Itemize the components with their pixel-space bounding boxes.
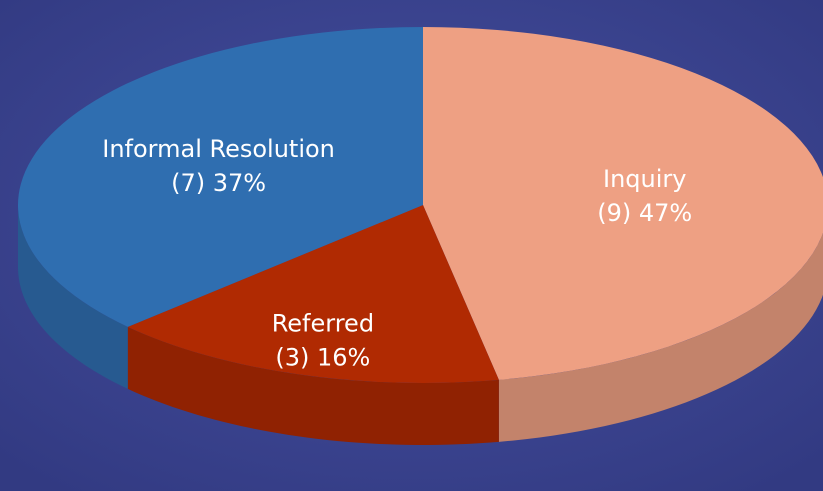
slice-side bbox=[498, 232, 823, 442]
slice bbox=[17, 27, 423, 327]
slice-label: Informal Resolution bbox=[102, 135, 335, 163]
slice bbox=[423, 27, 823, 380]
slice-label: Inquiry bbox=[603, 165, 686, 193]
slice-side bbox=[18, 205, 128, 389]
slice-side bbox=[127, 326, 499, 445]
slice-value-label: (9) 47% bbox=[597, 199, 692, 227]
slice bbox=[127, 205, 499, 383]
slice-value-label: (3) 16% bbox=[275, 343, 370, 371]
slice-label: Referred bbox=[272, 309, 374, 337]
slice-value-label: (7) 37% bbox=[171, 169, 266, 197]
